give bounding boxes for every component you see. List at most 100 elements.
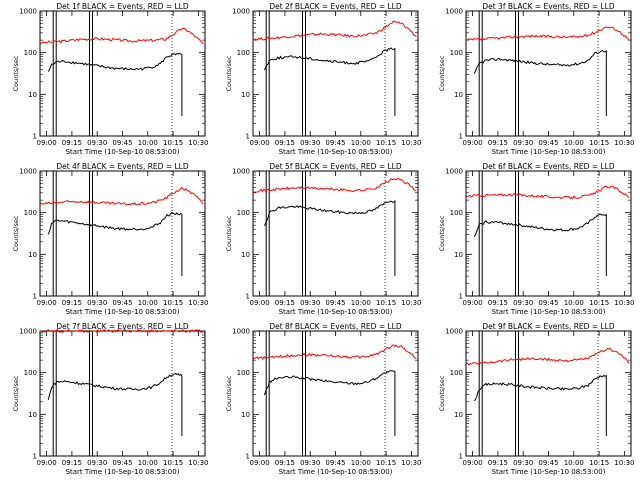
y-tick-label: 1000	[232, 328, 250, 336]
y-tick-label: 10	[241, 91, 250, 99]
x-tick-label: 09:30	[513, 299, 533, 307]
x-axis-label: Start Time (10-Sep-10 08:53:00)	[492, 468, 606, 476]
chart-title: Det 6f BLACK = Events, RED = LLD	[482, 162, 615, 171]
x-tick-label: 09:00	[463, 139, 483, 147]
chart-panel: Det 7f BLACK = Events, RED = LLD 1 10 100 10…	[12, 322, 208, 476]
x-tick-label: 09:15	[275, 459, 295, 467]
series-line	[465, 347, 630, 366]
x-tick-label: 10:30	[401, 139, 421, 147]
x-tick-label: 10:00	[138, 139, 158, 147]
y-tick-label: 100	[450, 369, 463, 377]
x-tick-label: 09:00	[250, 459, 270, 467]
x-tick-label: 09:00	[463, 299, 483, 307]
plot-frame	[252, 10, 419, 137]
x-tick-label: 09:15	[62, 299, 82, 307]
x-tick-label: 10:15	[163, 299, 183, 307]
x-tick-label: 09:30	[87, 139, 107, 147]
chart-title: Det 4f BLACK = Events, RED = LLD	[56, 162, 189, 171]
chart-panel: Det 6f BLACK = Events, RED = LLD 1 10 100 10…	[438, 162, 634, 316]
x-tick-label: 10:15	[376, 459, 396, 467]
x-tick-label: 09:30	[87, 299, 107, 307]
x-tick-label: 09:00	[37, 459, 57, 467]
series-line	[473, 374, 607, 437]
x-tick-label: 09:00	[37, 299, 57, 307]
x-tick-label: 10:00	[564, 299, 584, 307]
x-tick-label: 10:00	[138, 299, 158, 307]
y-tick-label: 1	[459, 293, 463, 301]
y-tick-label: 100	[237, 49, 250, 57]
x-tick-label: 09:00	[250, 139, 270, 147]
y-tick-label: 1000	[19, 168, 37, 176]
x-axis-label: Start Time (10-Sep-10 08:53:00)	[279, 468, 393, 476]
y-tick-label: 10	[454, 91, 463, 99]
series-line	[473, 49, 607, 117]
x-tick-label: 10:30	[614, 139, 634, 147]
series-line	[252, 177, 417, 193]
series-line	[39, 186, 204, 206]
series-line	[264, 370, 396, 437]
y-tick-label: 100	[237, 369, 250, 377]
y-tick-label: 100	[24, 49, 37, 57]
chart-title: Det 7f BLACK = Events, RED = LLD	[56, 322, 189, 331]
plot-frame	[39, 330, 206, 457]
x-tick-label: 10:00	[564, 459, 584, 467]
y-axis-label: Counts/sec	[438, 215, 446, 251]
y-tick-label: 10	[28, 411, 37, 419]
x-tick-label: 09:15	[275, 299, 295, 307]
series-line	[264, 200, 396, 277]
x-tick-label: 09:45	[325, 139, 345, 147]
chart-panel: Det 1f BLACK = Events, RED = LLD 1 10 100 10…	[12, 2, 208, 156]
chart-panel: Det 5f BLACK = Events, RED = LLD 1 10 100 10…	[225, 162, 421, 316]
chart-title: Det 8f BLACK = Events, RED = LLD	[269, 322, 402, 331]
x-axis-label: Start Time (10-Sep-10 08:53:00)	[279, 308, 393, 316]
x-tick-label: 09:30	[87, 459, 107, 467]
x-tick-label: 10:00	[564, 139, 584, 147]
x-tick-label: 10:15	[589, 459, 609, 467]
x-tick-label: 09:15	[62, 139, 82, 147]
y-tick-label: 1	[459, 133, 463, 141]
y-axis-label: Counts/sec	[438, 55, 446, 91]
series-line	[473, 213, 607, 277]
y-tick-label: 1	[33, 133, 37, 141]
x-tick-label: 10:30	[188, 459, 208, 467]
x-tick-label: 09:00	[463, 459, 483, 467]
chart-title: Det 1f BLACK = Events, RED = LLD	[56, 2, 189, 11]
series-line	[264, 47, 396, 117]
y-tick-label: 100	[24, 209, 37, 217]
x-tick-label: 09:45	[112, 459, 132, 467]
x-axis-label: Start Time (10-Sep-10 08:53:00)	[279, 148, 393, 156]
x-tick-label: 10:15	[589, 139, 609, 147]
series-line	[47, 52, 183, 117]
y-tick-label: 100	[450, 49, 463, 57]
y-tick-label: 1	[246, 133, 250, 141]
chart-panel: Det 4f BLACK = Events, RED = LLD 1 10 100 10…	[12, 162, 208, 316]
plot-frame	[252, 330, 419, 457]
x-tick-label: 09:00	[250, 299, 270, 307]
x-tick-label: 09:45	[325, 459, 345, 467]
x-tick-label: 09:15	[62, 459, 82, 467]
x-tick-label: 09:45	[325, 299, 345, 307]
x-tick-label: 10:15	[376, 139, 396, 147]
y-tick-label: 10	[28, 91, 37, 99]
x-tick-label: 10:30	[188, 139, 208, 147]
x-tick-label: 09:30	[300, 299, 320, 307]
x-tick-label: 09:00	[37, 139, 57, 147]
x-tick-label: 09:30	[513, 459, 533, 467]
y-tick-label: 1	[33, 293, 37, 301]
y-tick-label: 10	[454, 251, 463, 259]
x-tick-label: 10:15	[376, 299, 396, 307]
y-axis-label: Counts/sec	[225, 375, 233, 411]
x-tick-label: 10:15	[163, 459, 183, 467]
y-tick-label: 1000	[445, 168, 463, 176]
y-tick-label: 100	[24, 369, 37, 377]
x-tick-label: 09:15	[488, 299, 508, 307]
x-tick-label: 09:15	[488, 139, 508, 147]
y-tick-label: 1000	[19, 8, 37, 16]
y-axis-label: Counts/sec	[438, 375, 446, 411]
y-tick-label: 1	[246, 453, 250, 461]
y-tick-label: 1000	[445, 328, 463, 336]
x-tick-label: 09:45	[112, 299, 132, 307]
chart-panel: Det 9f BLACK = Events, RED = LLD 1 10 100 10…	[438, 322, 634, 476]
y-tick-label: 1000	[232, 168, 250, 176]
